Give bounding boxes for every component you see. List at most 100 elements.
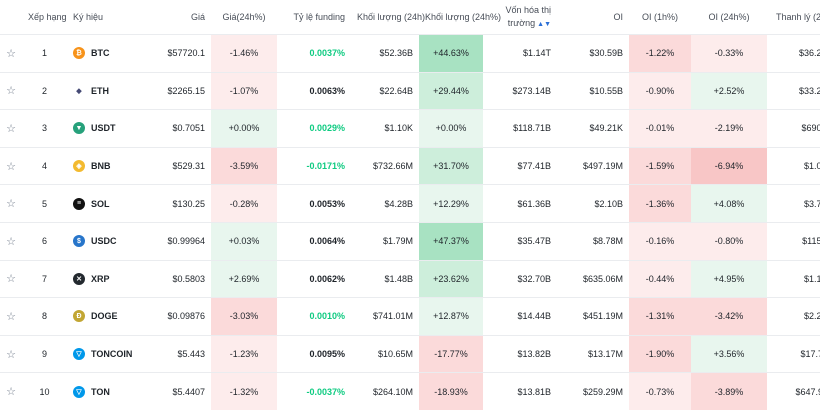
oi-24h-cell: -3.42% [691, 297, 767, 336]
change-24h-cell: -1.46% [211, 34, 277, 73]
oi-1h-cell: -0.73% [629, 372, 691, 410]
symbol-label[interactable]: USDT [91, 123, 116, 134]
oi-cell: $13.17M [557, 334, 629, 373]
oi-24h-cell: -3.89% [691, 372, 767, 410]
table-row[interactable]: ☆ 7 ✕ XRP $0.5803 +2.69% 0.0062% $1.48B +23.62% $… [0, 259, 820, 298]
rank-cell: 4 [22, 146, 67, 185]
header-oi-24h[interactable]: OI (24h%) [708, 12, 750, 22]
rank-cell: 10 [22, 372, 67, 410]
table-row[interactable]: ☆ 8 Ð DOGE $0.09876 -3.03% 0.0010% $741.01M +12.… [0, 297, 820, 336]
liquidation-cell: $647.96K [767, 372, 820, 410]
star-outline-icon[interactable]: ☆ [6, 310, 16, 323]
star-outline-icon[interactable]: ☆ [6, 348, 16, 361]
volume-cell: $264.10M [351, 372, 419, 410]
table-body: ☆ 1 ₿ BTC $57720.1 -1.46% 0.0037% $52.36B +44.63… [0, 34, 820, 410]
table-row[interactable]: ☆ 6 $ USDC $0.99964 +0.03% 0.0064% $1.79M +47.37… [0, 221, 820, 261]
coin-icon: ▼ [73, 122, 85, 135]
star-outline-icon[interactable]: ☆ [6, 235, 16, 248]
header-market-cap[interactable]: Vốn hóa thị trường ▲▼ [483, 0, 557, 35]
volume-change-cell: +12.87% [419, 297, 483, 336]
oi-cell: $2.10B [557, 184, 629, 223]
price-cell: $57720.1 [145, 34, 211, 73]
star-outline-icon[interactable]: ☆ [6, 160, 16, 173]
volume-change-cell: -18.93% [419, 372, 483, 410]
header-volume-change[interactable]: Khối lượng (24h%) [425, 12, 501, 22]
header-volume[interactable]: Khối lượng (24h) [357, 12, 425, 22]
header-star [0, 0, 22, 35]
oi-cell: $10.55B [557, 71, 629, 110]
price-cell: $0.09876 [145, 297, 211, 336]
oi-1h-cell: -1.36% [629, 184, 691, 223]
price-cell: $0.5803 [145, 259, 211, 298]
oi-cell: $635.06M [557, 259, 629, 298]
table-header-row: Xếp hạng Ký hiệu Giá Giá(24h%) Tỷ lệ fun… [0, 0, 820, 35]
star-outline-icon[interactable]: ☆ [6, 85, 16, 98]
symbol-label[interactable]: TON [91, 386, 110, 397]
oi-1h-cell: -0.16% [629, 221, 691, 261]
header-liquidation[interactable]: Thanh lý (24h) [775, 12, 820, 22]
star-outline-icon[interactable]: ☆ [6, 122, 16, 135]
funding-cell: -0.0171% [277, 146, 351, 185]
oi-24h-cell: -2.19% [691, 109, 767, 148]
change-24h-cell: +2.69% [211, 259, 277, 298]
sort-arrows-icon[interactable]: ▲▼ [537, 20, 551, 28]
table-row[interactable]: ☆ 10 ▽ TON $5.4407 -1.32% -0.0037% $264.10M -18.… [0, 372, 820, 410]
rank-cell: 1 [22, 34, 67, 73]
table-row[interactable]: ☆ 9 ▽ TONCOIN $5.443 -1.23% 0.0095% $10.65M -17.… [0, 334, 820, 373]
symbol-label[interactable]: ETH [91, 85, 109, 96]
table-row[interactable]: ☆ 3 ▼ USDT $0.7051 +0.00% 0.0029% $1.10K +0.00% $… [0, 109, 820, 148]
symbol-label[interactable]: BNB [91, 161, 111, 172]
symbol-label[interactable]: BTC [91, 48, 110, 59]
rank-cell: 7 [22, 259, 67, 298]
header-market-cap-label: Vốn hóa thị trường [505, 4, 551, 28]
price-cell: $0.99964 [145, 221, 211, 261]
liquidation-cell: $690.55 [767, 109, 820, 148]
star-outline-icon[interactable]: ☆ [6, 273, 16, 286]
price-cell: $5.4407 [145, 372, 211, 410]
market-cap-cell: $14.44B [483, 297, 557, 336]
oi-24h-cell: +4.08% [691, 184, 767, 223]
oi-24h-cell: +3.56% [691, 334, 767, 373]
volume-cell: $4.28B [351, 184, 419, 223]
market-cap-cell: $118.71B [483, 109, 557, 148]
coin-icon: $ [73, 235, 85, 248]
star-outline-icon[interactable]: ☆ [6, 47, 16, 60]
price-cell: $0.7051 [145, 109, 211, 148]
oi-cell: $451.19M [557, 297, 629, 336]
header-funding[interactable]: Tỷ lệ funding [293, 12, 345, 22]
volume-cell: $741.01M [351, 297, 419, 336]
symbol-label[interactable]: SOL [91, 198, 110, 209]
header-price[interactable]: Giá [190, 12, 205, 22]
price-cell: $5.443 [145, 334, 211, 373]
star-outline-icon[interactable]: ☆ [6, 386, 16, 399]
table-row[interactable]: ☆ 4 ◈ BNB $529.31 -3.59% -0.0171% $732.66M +31.7… [0, 146, 820, 185]
header-symbol[interactable]: Ký hiệu [73, 12, 104, 22]
change-24h-cell: -0.28% [211, 184, 277, 223]
header-rank[interactable]: Xếp hạng [28, 12, 67, 22]
symbol-label[interactable]: TONCOIN [91, 349, 133, 360]
liquidation-cell: $1.12M [767, 259, 820, 298]
funding-cell: 0.0064% [277, 221, 351, 261]
header-oi[interactable]: OI [613, 12, 623, 22]
star-outline-icon[interactable]: ☆ [6, 198, 16, 211]
oi-24h-cell: -0.33% [691, 34, 767, 73]
price-cell: $130.25 [145, 184, 211, 223]
header-change-24h[interactable]: Giá(24h%) [222, 12, 266, 22]
liquidation-cell: $115.16 [767, 221, 820, 261]
change-24h-cell: -1.32% [211, 372, 277, 410]
volume-change-cell: -17.77% [419, 334, 483, 373]
oi-cell: $49.21K [557, 109, 629, 148]
header-oi-1h[interactable]: OI (1h%) [641, 12, 678, 22]
symbol-label[interactable]: USDC [91, 236, 117, 247]
liquidation-cell: $33.21M [767, 71, 820, 110]
coin-icon: Ð [73, 310, 85, 323]
change-24h-cell: -1.23% [211, 334, 277, 373]
oi-24h-cell: -6.94% [691, 146, 767, 185]
table-row[interactable]: ☆ 5 ≡ SOL $130.25 -0.28% 0.0053% $4.28B +12.29% $… [0, 184, 820, 223]
table-row[interactable]: ☆ 2 ◆ ETH $2265.15 -1.07% 0.0063% $22.64B +29.44… [0, 71, 820, 110]
symbol-label[interactable]: XRP [91, 273, 110, 284]
symbol-label[interactable]: DOGE [91, 311, 118, 322]
table-row[interactable]: ☆ 1 ₿ BTC $57720.1 -1.46% 0.0037% $52.36B +44.63… [0, 34, 820, 73]
change-24h-cell: -3.59% [211, 146, 277, 185]
